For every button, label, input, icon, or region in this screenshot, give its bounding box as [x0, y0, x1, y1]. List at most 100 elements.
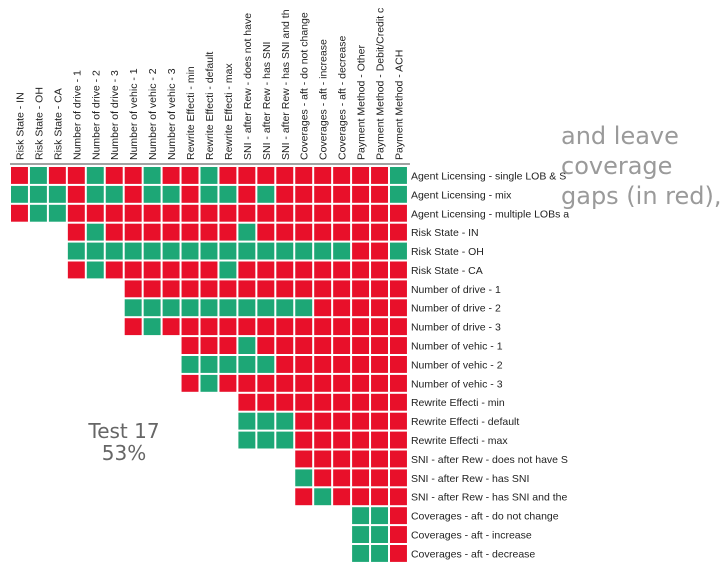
heatmap-cell [238, 167, 256, 184]
heatmap-cell [11, 185, 28, 203]
column-label: Risk State - IN [15, 92, 27, 160]
heatmap-cell [219, 204, 237, 222]
heatmap-cell [352, 242, 370, 260]
heatmap-cell [200, 261, 218, 279]
heatmap-cell [219, 185, 237, 203]
heatmap-cell [181, 374, 199, 392]
column-label: Risk State - CA [52, 88, 64, 160]
column-label: Number of drive - 3 [109, 70, 121, 160]
heatmap-cell [295, 204, 313, 222]
heatmap-cell [257, 280, 275, 298]
column-label: SNI - after Rew - does not have [242, 13, 254, 160]
heatmap-cell [314, 299, 332, 317]
heatmap-cell [257, 299, 275, 317]
row-label: Number of vehic - 2 [411, 359, 503, 371]
heatmap-cell [143, 167, 161, 184]
heatmap-cell [295, 488, 313, 506]
heatmap-cell [238, 356, 256, 373]
heatmap-cell [48, 204, 66, 222]
heatmap-cell [295, 223, 313, 241]
heatmap-cell [143, 223, 161, 241]
heatmap-cell [295, 374, 313, 392]
column-label: Payment Method - Other [356, 45, 368, 160]
heatmap-cell [200, 318, 218, 336]
heatmap-cell [371, 488, 388, 506]
heatmap-cell [181, 167, 199, 184]
heatmap-cell [257, 261, 275, 279]
side-caption: and leave coverage gaps (in red), [561, 122, 722, 210]
column-label: Rewrite Effecti - max [223, 63, 235, 160]
heatmap-cell [333, 431, 351, 449]
heatmap-cell [181, 204, 199, 222]
heatmap-cell [200, 223, 218, 241]
heatmap-cell [238, 393, 256, 411]
heatmap-cell [390, 412, 407, 430]
heatmap-cell [390, 299, 407, 317]
heatmap-cell [390, 280, 407, 298]
heatmap-cell [295, 337, 313, 354]
heatmap-cell [181, 261, 199, 279]
heatmap-cell [295, 242, 313, 260]
column-label: Number of vehic - 1 [128, 68, 140, 160]
row-label: SNI - after Rew - has SNI [411, 473, 529, 485]
heatmap-cell [295, 280, 313, 298]
heatmap-cell [314, 450, 332, 468]
heatmap-cell [124, 318, 142, 336]
heatmap-cell [219, 337, 237, 354]
heatmap-cell [314, 412, 332, 430]
heatmap-cell [295, 299, 313, 317]
heatmap-cell [29, 185, 47, 203]
column-label: Payment Method - Debit/Credit c [375, 8, 387, 160]
heatmap-cell [295, 412, 313, 430]
heatmap-cell [371, 337, 388, 354]
heatmap-cell [390, 393, 407, 411]
heatmap-cell [333, 450, 351, 468]
heatmap-cell [257, 242, 275, 260]
heatmap-cell [276, 185, 294, 203]
heatmap-cell [200, 204, 218, 222]
heatmap-cell [314, 337, 332, 354]
heatmap-cell [257, 318, 275, 336]
heatmap-cell [352, 318, 370, 336]
row-label: Rewrite Effecti - default [411, 416, 519, 428]
column-label: Number of vehic - 2 [147, 68, 159, 160]
heatmap-cell [276, 431, 294, 449]
heatmap-cell [162, 167, 180, 184]
heatmap-cell [276, 356, 294, 373]
column-label: Payment Method - ACH [394, 50, 406, 160]
heatmap-cell [105, 204, 123, 222]
heatmap-cell [371, 242, 388, 260]
row-label: Risk State - OH [411, 246, 484, 258]
heatmap-cell [200, 185, 218, 203]
heatmap-cell [390, 545, 407, 562]
heatmap-cell [67, 261, 85, 279]
heatmap-cell [238, 337, 256, 354]
heatmap-cell [86, 242, 104, 260]
heatmap-cell [352, 412, 370, 430]
heatmap-cell [257, 204, 275, 222]
heatmap-cell [105, 167, 123, 184]
test-name: Test 17 [88, 419, 160, 443]
heatmap-cell [314, 167, 332, 184]
heatmap-cell [200, 167, 218, 184]
heatmap-cell [238, 412, 256, 430]
heatmap-cell [181, 280, 199, 298]
heatmap-cell [11, 167, 28, 184]
heatmap-cell [257, 393, 275, 411]
row-label: Rewrite Effecti - min [411, 397, 505, 409]
heatmap-cell [143, 280, 161, 298]
heatmap-cell [333, 337, 351, 354]
heatmap-cell [276, 280, 294, 298]
heatmap-cell [257, 374, 275, 392]
heatmap-cell [238, 280, 256, 298]
heatmap-cell [67, 223, 85, 241]
row-label: Coverages - aft - decrease [411, 549, 535, 561]
heatmap-cell [276, 167, 294, 184]
heatmap-cell [105, 242, 123, 260]
heatmap-cell [219, 280, 237, 298]
heatmap-cell [162, 185, 180, 203]
heatmap-cell [314, 356, 332, 373]
heatmap-cell [371, 185, 388, 203]
heatmap-cell [295, 393, 313, 411]
